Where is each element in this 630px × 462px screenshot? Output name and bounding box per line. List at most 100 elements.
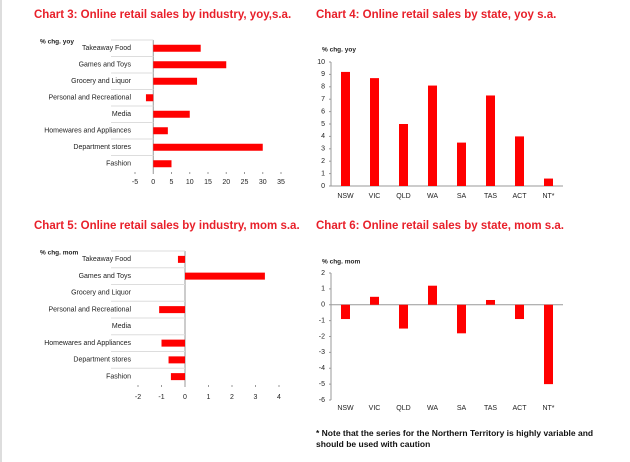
y-tick-label: -3 xyxy=(319,349,325,356)
footnote: * Note that the series for the Northern … xyxy=(316,428,594,449)
category-label: WA xyxy=(427,193,438,200)
category-label: Games and Toys xyxy=(79,62,132,69)
y-tick-label: -5 xyxy=(319,381,325,388)
category-label: SA xyxy=(457,405,467,412)
x-tick-label: 15 xyxy=(204,179,212,186)
chart-title: Chart 5: Online retail sales by industry… xyxy=(34,220,300,232)
y-tick-label: 9 xyxy=(321,71,325,78)
bar xyxy=(145,94,154,102)
bar xyxy=(399,124,408,186)
y-tick-label: 0 xyxy=(321,183,325,190)
y-tick-label: 4 xyxy=(321,133,325,140)
bar xyxy=(370,78,379,186)
bar xyxy=(153,44,201,52)
bar xyxy=(341,304,350,320)
bar xyxy=(153,77,198,85)
x-tick-label: 3 xyxy=(254,394,258,401)
category-label: VIC xyxy=(369,193,381,200)
y-tick-label: -4 xyxy=(319,365,325,372)
category-label: Fashion xyxy=(106,373,131,380)
y-tick-label: 10 xyxy=(317,59,325,66)
bar xyxy=(515,136,524,186)
bar xyxy=(170,373,185,381)
bar xyxy=(168,356,185,364)
category-label: Takeaway Food xyxy=(82,256,131,263)
y-tick-label: 6 xyxy=(321,108,325,115)
x-tick-label: 35 xyxy=(277,179,285,186)
category-label: Media xyxy=(112,111,131,118)
category-label: TAS xyxy=(484,405,497,412)
bar xyxy=(457,142,466,186)
category-label: Grocery and Liquor xyxy=(71,290,132,297)
axis-title: % chg. yoy xyxy=(40,39,74,46)
bar xyxy=(544,304,553,385)
y-tick-label: -6 xyxy=(319,397,325,404)
category-label: Department stores xyxy=(73,144,131,151)
x-tick-label: 5 xyxy=(170,179,174,186)
bar xyxy=(153,160,172,168)
axis-title: % chg. mom xyxy=(40,250,79,257)
y-tick-label: 1 xyxy=(321,170,325,177)
y-tick-label: 1 xyxy=(321,286,325,293)
x-tick-label: 0 xyxy=(151,179,155,186)
bar xyxy=(515,304,524,320)
category-label: Fashion xyxy=(106,161,131,168)
category-label: QLD xyxy=(396,193,410,200)
x-tick-label: -1 xyxy=(158,394,164,401)
y-tick-label: 2 xyxy=(321,270,325,277)
category-label: TAS xyxy=(484,193,497,200)
y-tick-label: 7 xyxy=(321,96,325,103)
y-tick-label: -1 xyxy=(319,317,325,324)
chart-title: Chart 6: Online retail sales by state, m… xyxy=(316,220,564,232)
bar xyxy=(341,71,350,186)
category-label: ACT xyxy=(513,405,528,412)
category-label: Department stores xyxy=(73,357,131,364)
x-tick-label: 2 xyxy=(230,394,234,401)
category-label: Personal and Recreational xyxy=(49,306,132,313)
category-label: NSW xyxy=(337,193,354,200)
bar xyxy=(457,304,466,334)
x-tick-label: 0 xyxy=(183,394,187,401)
x-tick-label: 1 xyxy=(207,394,211,401)
bar xyxy=(153,61,227,69)
category-label: Takeaway Food xyxy=(82,45,131,52)
y-tick-label: 3 xyxy=(321,146,325,153)
category-label: WA xyxy=(427,405,438,412)
category-label: Homewares and Appliances xyxy=(44,340,131,347)
chart-title: Chart 3: Online retail sales by industry… xyxy=(34,9,291,21)
x-tick-label: -5 xyxy=(132,179,138,186)
x-tick-label: 10 xyxy=(186,179,194,186)
bar xyxy=(428,85,437,186)
category-label: Media xyxy=(112,323,131,330)
x-tick-label: 25 xyxy=(241,179,249,186)
category-label: Personal and Recreational xyxy=(49,95,132,102)
category-label: Homewares and Appliances xyxy=(44,128,131,135)
y-tick-label: -2 xyxy=(319,333,325,340)
bar xyxy=(153,110,190,118)
category-label: ACT xyxy=(513,193,528,200)
bar xyxy=(153,127,168,135)
category-label: SA xyxy=(457,193,467,200)
bar xyxy=(161,339,185,347)
y-tick-label: 0 xyxy=(321,302,325,309)
bar xyxy=(428,285,437,305)
bar xyxy=(486,95,495,186)
axis-title: % chg. mom xyxy=(322,259,361,266)
category-label: QLD xyxy=(396,405,410,412)
bar xyxy=(153,143,263,151)
y-tick-label: 8 xyxy=(321,84,325,91)
x-tick-label: 30 xyxy=(259,179,267,186)
axis-title: % chg. yoy xyxy=(322,47,356,54)
bar xyxy=(185,272,265,280)
x-tick-label: -2 xyxy=(135,394,141,401)
bar xyxy=(159,306,185,314)
category-label: NT* xyxy=(542,193,554,200)
x-tick-label: 20 xyxy=(222,179,230,186)
bar xyxy=(399,304,408,329)
category-label: NT* xyxy=(542,405,554,412)
category-label: NSW xyxy=(337,405,354,412)
chart-title: Chart 4: Online retail sales by state, y… xyxy=(316,9,556,21)
y-tick-label: 2 xyxy=(321,158,325,165)
